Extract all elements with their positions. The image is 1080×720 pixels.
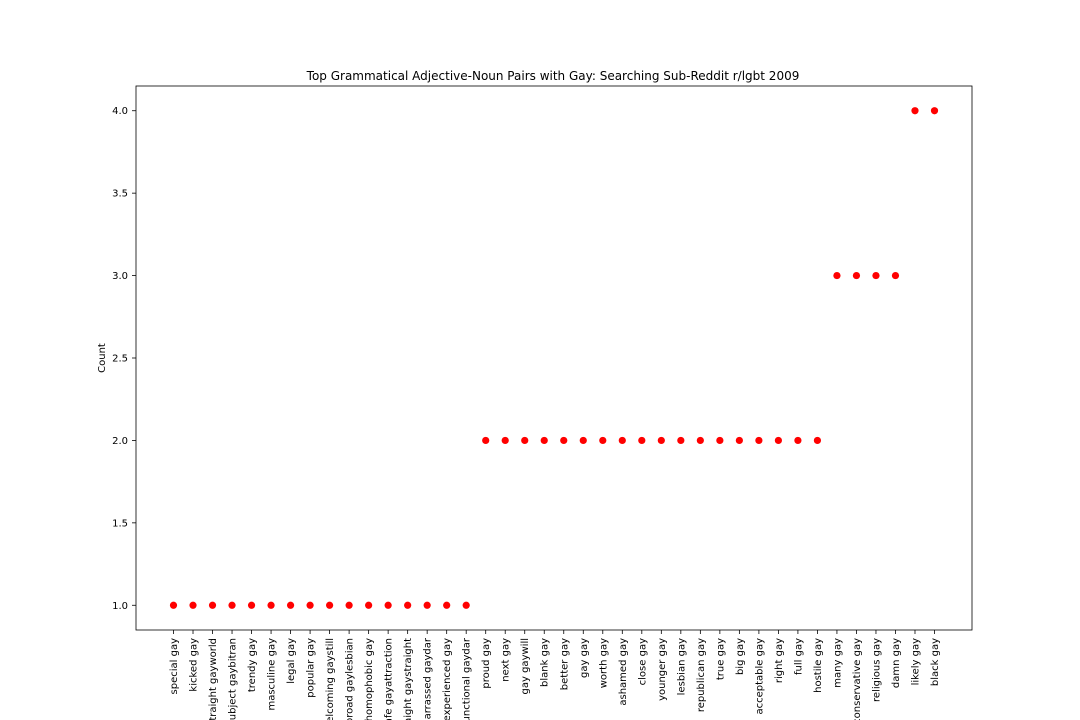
data-point [755, 436, 763, 445]
data-point [365, 601, 373, 609]
x-tick-label: likely gay [910, 638, 921, 685]
y-tick-label: 1.0 [112, 601, 128, 612]
data-point [189, 601, 197, 609]
data-point [326, 601, 334, 609]
data-point [833, 271, 841, 280]
data-point [306, 601, 314, 609]
x-tick-label: special gay [169, 638, 180, 695]
x-tick-label: close gay [637, 638, 648, 685]
x-tick-label: popular gay [306, 638, 317, 698]
y-axis-ticks: 1.0 1.5 2.0 2.5 3.0 3.5 4.0 [112, 106, 136, 612]
data-point [208, 601, 217, 609]
data-point [560, 436, 568, 445]
data-point [482, 436, 490, 445]
x-tick-label: functional gaydar [462, 637, 473, 720]
x-tick-label: straight gayworld [208, 638, 219, 720]
data-point [521, 436, 529, 445]
data-point [579, 436, 587, 445]
data-point [169, 601, 178, 609]
data-point [462, 601, 470, 609]
data-point [404, 601, 412, 609]
x-tick-label: embarrassed gaydar [423, 637, 434, 720]
x-tick-label: proud gay [481, 638, 492, 689]
data-point [384, 601, 392, 609]
data-point [696, 436, 704, 445]
data-point [423, 601, 431, 609]
x-tick-label: younger gay [657, 638, 668, 701]
x-tick-label: ashamed gay [618, 638, 629, 706]
data-point [716, 436, 724, 445]
x-tick-label: gay gay [579, 638, 590, 678]
x-tick-label: full gay [793, 638, 804, 675]
data-point [891, 271, 900, 280]
x-tick-label: acceptable gay [754, 638, 765, 715]
data-point [540, 436, 548, 445]
y-axis-label: Count [97, 343, 108, 373]
x-tick-label: trendy gay [247, 638, 258, 692]
y-tick-label: 3.5 [112, 189, 128, 200]
data-points [169, 107, 939, 609]
x-tick-label: better gay [559, 638, 570, 690]
x-tick-label: many gay [832, 638, 843, 688]
data-point [618, 436, 626, 445]
data-point [267, 601, 275, 609]
data-point [774, 436, 782, 445]
x-tick-label: kicked gay [189, 638, 200, 692]
x-tick-label: subject gaybitran [228, 638, 239, 720]
x-tick-label: next gay [501, 638, 512, 682]
data-point [286, 601, 295, 609]
x-tick-label: worth gay [598, 638, 609, 688]
x-tick-label: blank gay [540, 638, 551, 687]
x-tick-label: experienced gay [442, 638, 453, 720]
x-tick-label: legal gay [286, 638, 297, 684]
data-point [872, 271, 880, 280]
x-tick-label: big gay [735, 638, 746, 675]
y-tick-label: 4.0 [112, 106, 128, 117]
data-point [443, 601, 451, 609]
x-tick-label: masculine gay [267, 638, 278, 711]
x-tick-label: gay gaywill [520, 638, 531, 694]
data-point [794, 436, 802, 445]
plot-area-frame [135, 85, 973, 631]
x-tick-label: damn gay [891, 638, 902, 688]
data-point [677, 436, 685, 445]
y-tick-label: 3.0 [112, 271, 128, 282]
x-tick-label: conservative gay [852, 638, 863, 720]
data-point [247, 601, 256, 609]
y-tick-label: 1.5 [112, 518, 128, 529]
y-tick-label: 2.0 [112, 436, 128, 447]
data-point [638, 436, 646, 445]
x-axis-ticks: special gay kicked gay straight gayworld su… [169, 630, 941, 720]
data-point [911, 107, 919, 115]
x-tick-label: true gay [715, 638, 726, 680]
x-tick-label: safe gayattraction [384, 638, 395, 720]
data-point [657, 436, 665, 445]
data-point [345, 601, 353, 609]
x-tick-label: religious gay [871, 638, 882, 702]
x-tick-label: black gay [930, 638, 941, 686]
data-point [501, 436, 509, 445]
x-tick-label: straight gaystraight [403, 638, 414, 720]
chart-title: Top Grammatical Adjective-Noun Pairs wit… [306, 69, 800, 83]
data-point [735, 436, 743, 445]
data-point [852, 271, 861, 280]
data-point [930, 107, 939, 115]
x-tick-label: homophobic gay [364, 638, 375, 720]
y-tick-label: 2.5 [112, 354, 128, 365]
x-tick-label: republican gay [696, 638, 707, 712]
x-tick-label: broad gaylesbian [345, 638, 356, 720]
data-point [813, 436, 822, 445]
x-tick-label: lesbian gay [676, 638, 687, 695]
x-tick-label: welcoming gaystill [325, 638, 336, 720]
data-point [599, 436, 607, 445]
data-point [228, 601, 236, 609]
x-tick-label: hostile gay [813, 638, 824, 693]
x-tick-label: right gay [774, 638, 785, 683]
